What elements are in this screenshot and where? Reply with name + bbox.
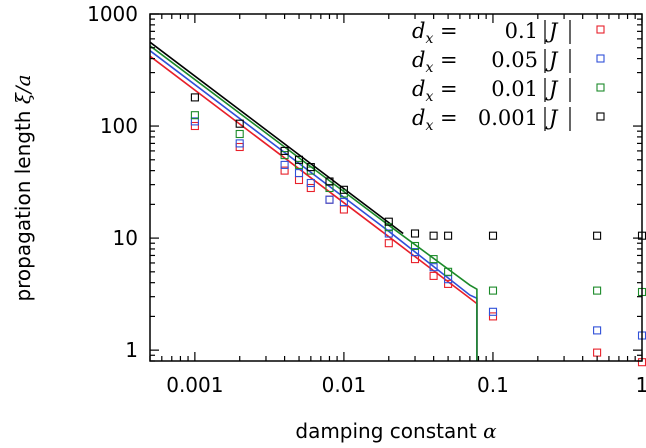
legend-unit: J: [545, 77, 559, 101]
legend-marker: [596, 112, 605, 121]
series-1-point: [294, 169, 304, 178]
legend-marker: [596, 25, 605, 34]
series-2-point: [384, 223, 393, 232]
legend-lhs: dx =: [412, 77, 458, 105]
series-2-point: [235, 129, 244, 139]
axes-ticks: 0.001 0.01 0.1 1 1 10 100 1000: [87, 2, 646, 397]
series-0-point: [339, 205, 348, 214]
series-1-point: [325, 195, 334, 204]
legend-unit: J: [545, 48, 559, 72]
y-tick-label: 1: [125, 338, 138, 362]
y-axis-label: propagation length ξ/a: [11, 74, 35, 301]
series-3-point: [384, 217, 393, 226]
legend-lhs: dx =: [412, 48, 458, 76]
series-1-point: [410, 248, 420, 257]
x-axis-label-text: damping constant: [295, 419, 483, 443]
series-3-point: [410, 229, 420, 238]
series-1-point: [280, 160, 289, 169]
legend-marker: [596, 83, 605, 92]
series-0-point: [190, 121, 199, 131]
series-0-point: [488, 312, 498, 321]
series-0-point: [294, 175, 304, 185]
series-2-fit-line: [149, 45, 478, 361]
y-axis-label-text: propagation length: [11, 104, 35, 301]
legend-value: 0.05: [491, 48, 538, 72]
series-3-point: [294, 155, 304, 164]
x-tick-label: 0.001: [166, 373, 223, 397]
x-tick-label: 0.01: [322, 373, 367, 397]
legend-value: 0.01: [491, 77, 538, 101]
series-0-point: [593, 348, 602, 357]
plot-frame: [149, 13, 643, 362]
x-axis-label: damping constant α: [295, 419, 497, 443]
series-3-point: [593, 231, 602, 240]
legend-unit: J: [545, 106, 559, 130]
y-tick-label: 10: [113, 226, 138, 250]
series-2-point: [294, 160, 304, 169]
grid-layer: [149, 41, 646, 367]
series-1-point: [235, 139, 244, 148]
series-1-point: [488, 307, 498, 316]
series-3-point: [325, 177, 334, 186]
series-3-point: [235, 119, 244, 128]
series-2-point: [429, 255, 438, 264]
legend-lhs: dx =: [412, 106, 458, 134]
series-3-point: [280, 146, 289, 155]
series-2-point: [488, 286, 498, 295]
x-tick-label: 1: [636, 373, 646, 397]
series-0-point: [429, 271, 438, 280]
series-0-point: [384, 239, 393, 248]
series-1-point: [306, 178, 315, 188]
legend-unit: J: [545, 19, 559, 43]
y-tick-label: 1000: [87, 2, 138, 26]
series-2-point: [280, 151, 289, 160]
y-tick-label: 100: [100, 114, 138, 138]
series-3-point: [444, 231, 453, 240]
series-0-point: [306, 183, 315, 193]
y-axis-label-symbol: ξ/a: [11, 74, 35, 104]
series-1-point: [339, 197, 348, 207]
series-3-point: [339, 185, 348, 194]
series-2-point: [444, 267, 453, 276]
series-0-point: [325, 195, 334, 204]
series-1-point: [384, 229, 393, 238]
series-2-point: [593, 286, 602, 295]
series-1-point: [593, 326, 602, 335]
x-tick-label: 0.1: [477, 373, 509, 397]
legend-lhs: dx =: [412, 19, 458, 47]
series-3-fit-line: [149, 41, 404, 235]
series-3-point: [306, 163, 315, 172]
series-3-point: [429, 231, 438, 240]
series-1-point: [190, 117, 199, 126]
series-3-point: [190, 93, 199, 102]
series-2-point: [190, 111, 199, 120]
legend-value: 0.001: [478, 106, 538, 130]
x-axis-label-symbol: α: [483, 419, 497, 443]
series-0-point: [280, 166, 289, 175]
series-0-point: [444, 279, 453, 288]
series-2-point: [410, 241, 420, 251]
series-1-point: [429, 263, 438, 272]
legend-value: 0.1: [505, 19, 538, 43]
legend-marker: [596, 54, 605, 63]
legend: dx = 0.1 Jdx = 0.05 Jdx = 0.01 Jdx = 0.001 J: [412, 19, 605, 134]
series-3-point: [488, 231, 498, 240]
